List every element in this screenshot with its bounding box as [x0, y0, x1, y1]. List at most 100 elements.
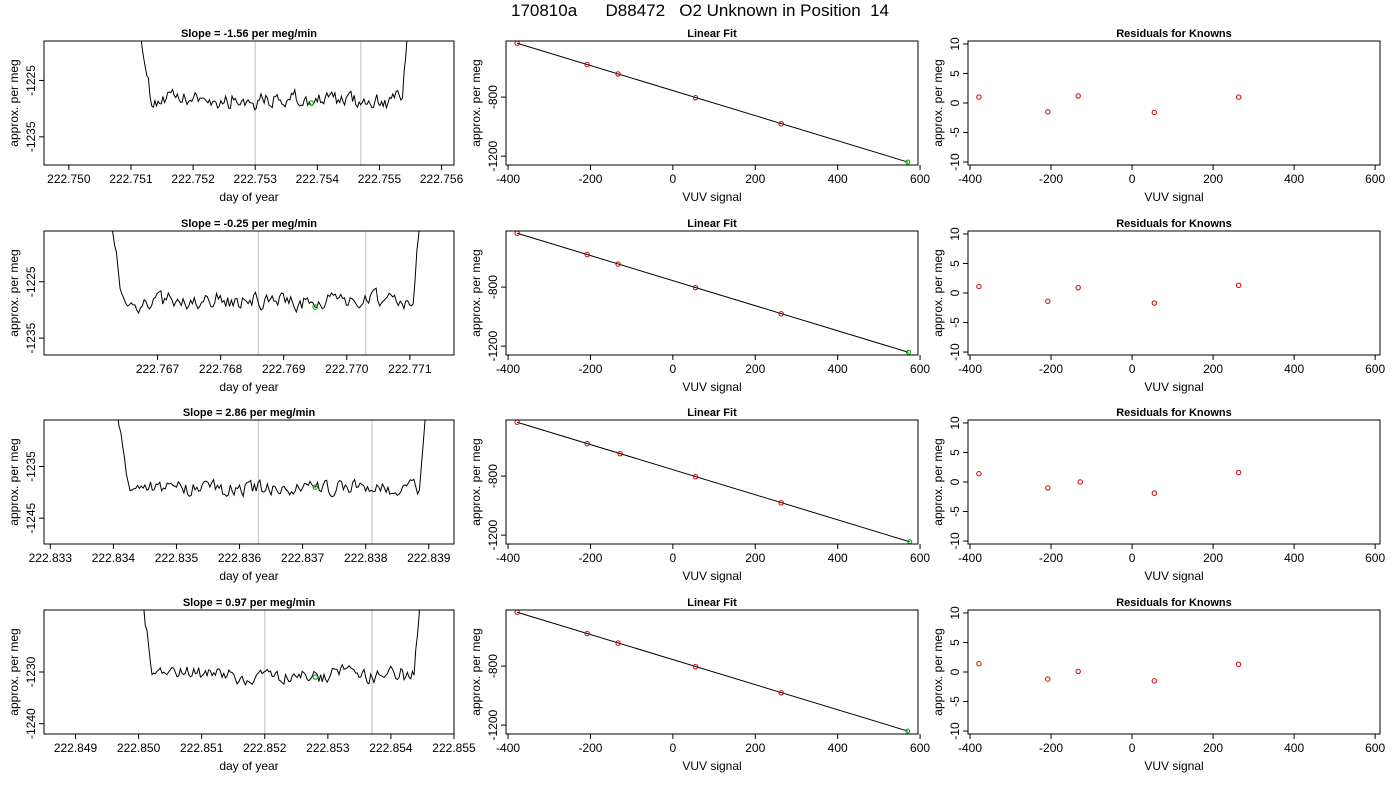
panel-r3-resid-residual-point: [1045, 485, 1051, 491]
figure-title: 170810a D88472 O2 Unknown in Position 14: [510, 1, 890, 20]
panel-r1-fit-ytick-label: -1200: [486, 140, 500, 171]
panel-r4-fit-known-point: [584, 630, 590, 637]
panel-r1-fit-xlabel: VUV signal: [682, 190, 741, 204]
panel-r3-resid-residual-point: [1235, 469, 1242, 476]
panel-r3-resid-xtick-label: 0: [1129, 551, 1136, 565]
panel-r4-resid-residual-point: [1075, 668, 1081, 675]
panel-r2-resid-ylabel: approx. per meg: [931, 249, 945, 336]
panel-r1-resid-xtick-label: 600: [1365, 172, 1385, 186]
panel-r2-time-xtick-label: 222.769: [262, 362, 306, 376]
panel-r2-time-unknown-point: [312, 304, 319, 310]
panel-r2-fit-xtick-label: -200: [578, 362, 602, 376]
panel-r1-resid-xlabel: VUV signal: [1144, 190, 1203, 204]
panel-r4-fit-known-point: [778, 690, 784, 696]
panel-r4-time-xtick-label: 222.854: [369, 741, 413, 755]
panel-r2-time-xtick-label: 222.767: [136, 362, 180, 376]
panel-r3-resid-xtick-label: 400: [1284, 551, 1304, 565]
panel-r4-fit-unknown-point: [905, 728, 911, 734]
panel-r3-time-xtick-label: 222.836: [218, 551, 262, 565]
panel-r3-time-xtick-label: 222.835: [155, 551, 199, 565]
panel-r3-fit-frame: [505, 419, 919, 545]
panel-r2-resid-xtick-label: 200: [1203, 362, 1223, 376]
panel-r2-fit-xtick-label: 200: [745, 362, 765, 376]
panel-r4-time-xtick-label: 222.850: [117, 741, 161, 755]
panel-r3-resid-title: Residuals for Knowns: [1116, 407, 1232, 419]
panel-r1-resid-frame: [967, 40, 1381, 166]
panel-r2-fit-known-point: [778, 311, 784, 317]
panel-r4-fit-xtick-label: -400: [496, 741, 520, 755]
panel-r4-resid-ytick-label: -5: [948, 696, 962, 707]
panel-r4-fit-title: Linear Fit: [687, 597, 737, 609]
panel-r4-resid-residual-point: [976, 661, 982, 667]
panel-r2-resid-ytick-label: 5: [948, 260, 962, 267]
panel-r2-resid-xtick-label: 0: [1129, 362, 1136, 376]
panel-r2-resid-ytick-label: -10: [948, 343, 962, 361]
panel-r3-time-xtick-label: 222.833: [29, 551, 73, 565]
panel-r2-fit-xlabel: VUV signal: [682, 380, 741, 394]
panel-r4-time-ytick-label: -1240: [24, 708, 38, 739]
panel-r4-fit-fit-line: [516, 611, 908, 732]
panel-r1-fit-known-point: [584, 61, 590, 68]
panel-r1-resid-ytick-label: -10: [948, 153, 962, 171]
panel-r3-fit-xlabel: VUV signal: [682, 569, 741, 583]
panel-r4-fit-xtick-label: 0: [670, 741, 677, 755]
panel-r4-time-frame: [43, 609, 455, 735]
panel-r1-fit-xtick-label: -200: [578, 172, 602, 186]
panel-r2-time-ylabel: approx. per meg: [7, 249, 21, 336]
panel-r4-resid-xtick-label: -400: [958, 741, 982, 755]
panel-r1-resid-residual-point: [1151, 109, 1158, 116]
panel-r2-fit-xtick-label: -400: [496, 362, 520, 376]
panel-r4-time-xtick-label: 222.849: [54, 741, 98, 755]
panel-r1-fit-fit-line: [516, 42, 908, 163]
panel-r1-resid-xtick-label: 0: [1129, 172, 1136, 186]
panel-r4-time-ylabel: approx. per meg: [7, 628, 21, 715]
panel-r3-fit-known-point: [617, 450, 623, 457]
panel-r1-fit-xtick-label: 200: [745, 172, 765, 186]
panel-r1-resid-ytick-label: 5: [948, 70, 962, 77]
panel-r1-time-xtick-label: 222.750: [47, 172, 91, 186]
panel-r4-resid-xtick-label: 400: [1284, 741, 1304, 755]
panel-r1-fit-xtick-label: 0: [670, 172, 677, 186]
panel-r1-time-title: Slope = -1.56 per meg/min: [181, 28, 317, 40]
panel-r1-fit-xtick-label: 600: [910, 172, 930, 186]
panel-r1-fit-xtick-label: 400: [828, 172, 848, 186]
panel-r3-time-title: Slope = 2.86 per meg/min: [183, 407, 316, 419]
panel-r1-fit-frame: [505, 40, 919, 166]
panel-r4-time-unknown-point: [312, 674, 319, 680]
panel-r2-resid-title: Residuals for Knowns: [1116, 218, 1232, 230]
panel-r4-resid-ylabel: approx. per meg: [931, 628, 945, 715]
panel-r2-resid-xlabel: VUV signal: [1144, 380, 1203, 394]
panel-r2-fit-unknown-point: [905, 349, 912, 355]
panel-r4-resid-ytick-label: 5: [948, 639, 962, 646]
panel-r2-fit-fit-line: [516, 232, 909, 353]
panel-r2-resid-ytick-label: 10: [948, 227, 962, 241]
panel-r1-resid-residual-point: [1235, 94, 1242, 100]
panel-r1-resid-ylabel: approx. per meg: [931, 59, 945, 146]
panel-r3-time-frame: [43, 419, 455, 545]
panel-r3-resid-ylabel: approx. per meg: [931, 438, 945, 525]
panel-r4-fit-xlabel: VUV signal: [682, 759, 741, 773]
panel-r2-resid-residual-point: [976, 283, 982, 290]
panel-r4-fit-ytick-label: -1200: [486, 709, 500, 740]
panel-r2-time-ytick-label: -1225: [24, 266, 38, 297]
panel-r3-fit-xtick-label: 600: [910, 551, 930, 565]
panel-r3-fit-xtick-label: -200: [578, 551, 602, 565]
panel-r1-time-trace-line: [140, 41, 408, 111]
panel-r1-fit-ytick-label: -800: [486, 85, 500, 109]
panel-r2-resid-xtick-label: -400: [958, 362, 982, 376]
panel-r1-fit-unknown-point: [905, 159, 911, 165]
panel-r4-fit-ytick-label: -800: [486, 654, 500, 678]
panel-r4-fit-xtick-label: 200: [745, 741, 765, 755]
panel-r4-resid-residual-point: [1151, 678, 1158, 684]
panel-r4-resid-ytick-label: 10: [948, 606, 962, 620]
panel-r3-time-xtick-label: 222.834: [92, 551, 136, 565]
panel-r3-fit-ytick-label: -1200: [486, 519, 500, 550]
panel-r1-resid-xtick-label: 400: [1284, 172, 1304, 186]
panel-r4-fit-xtick-label: 600: [910, 741, 930, 755]
panel-r1-time-ytick-label: -1235: [24, 121, 38, 152]
panel-r4-resid-ytick-label: 0: [948, 668, 962, 675]
panel-r1-fit-known-point: [615, 71, 621, 77]
panel-r4-time-title: Slope = 0.97 per meg/min: [183, 597, 316, 609]
panel-r2-resid-residual-point: [1235, 282, 1242, 289]
panel-r1-fit-title: Linear Fit: [687, 28, 737, 40]
